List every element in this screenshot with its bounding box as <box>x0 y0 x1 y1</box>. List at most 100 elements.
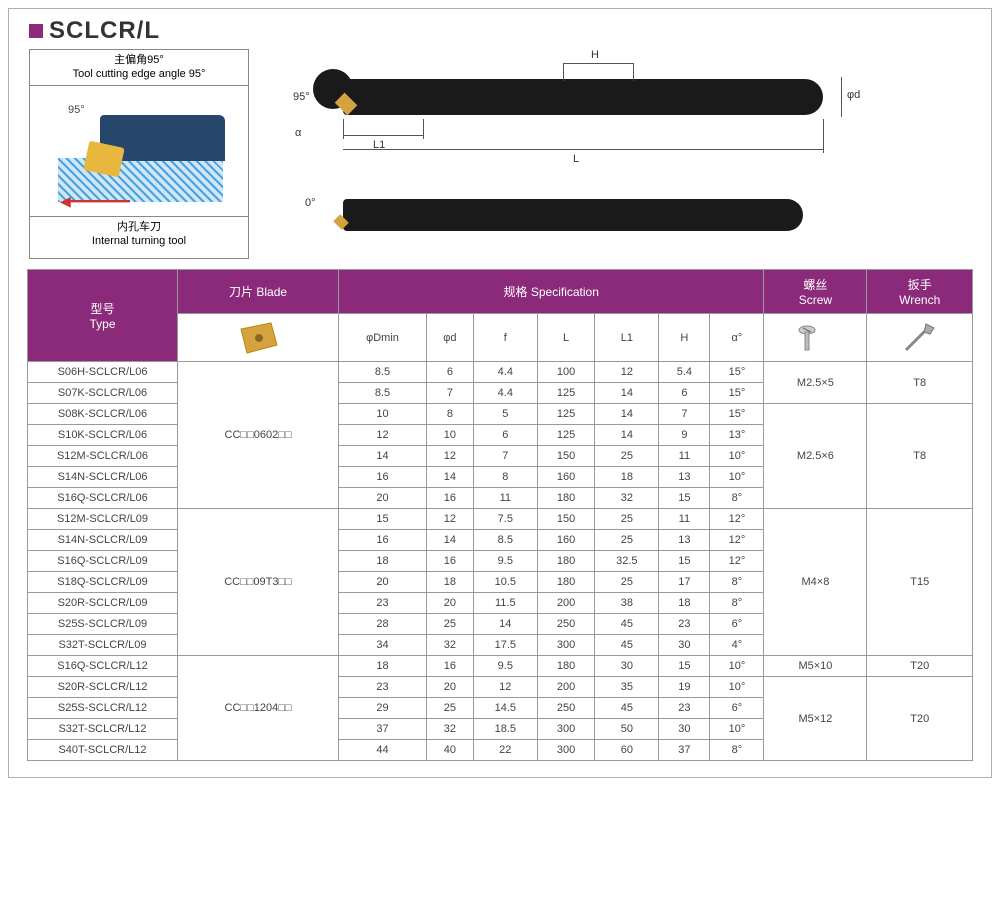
cell-d: 6 <box>426 362 473 383</box>
cell-dmin: 44 <box>339 740 427 761</box>
header-blade: 刀片 Blade <box>178 270 339 314</box>
cell-f: 17.5 <box>473 635 537 656</box>
dim-95: 95° <box>293 91 310 103</box>
cell-L: 200 <box>537 593 595 614</box>
cell-H: 13 <box>659 467 710 488</box>
cell-L: 160 <box>537 530 595 551</box>
cell-f: 18.5 <box>473 719 537 740</box>
cell-H: 23 <box>659 698 710 719</box>
cell-H: 30 <box>659 635 710 656</box>
cell-H: 37 <box>659 740 710 761</box>
cell-a: 6° <box>710 698 764 719</box>
col-h: H <box>659 314 710 362</box>
tool-bar-top-icon <box>343 79 823 115</box>
cell-a: 10° <box>710 656 764 677</box>
cell-L1: 14 <box>595 383 659 404</box>
angle-mark: 95° <box>68 104 85 116</box>
feed-arrow-icon: ◀━━━━━━━ <box>60 193 130 210</box>
cell-type: S18Q-SCLCR/L09 <box>28 572 178 593</box>
cell-screw: M4×8 <box>764 509 867 656</box>
angle-en: Tool cutting edge angle 95° <box>34 67 244 81</box>
name-cn: 内孔车刀 <box>34 220 244 234</box>
name-en: Internal turning tool <box>34 234 244 248</box>
cell-f: 5 <box>473 404 537 425</box>
product-title: SCLCR/L <box>49 17 160 45</box>
spec-table: 型号 Type 刀片 Blade 规格 Specification 螺丝 Scr… <box>27 269 973 761</box>
blade-icon <box>178 314 339 362</box>
cell-L1: 60 <box>595 740 659 761</box>
cell-H: 7 <box>659 404 710 425</box>
cell-type: S25S-SCLCR/L12 <box>28 698 178 719</box>
col-d: φd <box>426 314 473 362</box>
col-l1: L1 <box>595 314 659 362</box>
cell-d: 16 <box>426 656 473 677</box>
cell-type: S25S-SCLCR/L09 <box>28 614 178 635</box>
cell-H: 23 <box>659 614 710 635</box>
cell-type: S32T-SCLCR/L12 <box>28 719 178 740</box>
cell-blade: CC□□1204□□ <box>178 656 339 761</box>
cell-L: 300 <box>537 635 595 656</box>
cell-H: 15 <box>659 656 710 677</box>
cell-dmin: 18 <box>339 656 427 677</box>
cell-f: 9.5 <box>473 551 537 572</box>
cell-L1: 45 <box>595 698 659 719</box>
cell-type: S07K-SCLCR/L06 <box>28 383 178 404</box>
cell-wrench: T8 <box>867 404 973 509</box>
cell-L1: 25 <box>595 509 659 530</box>
cell-H: 19 <box>659 677 710 698</box>
cell-d: 25 <box>426 698 473 719</box>
cell-a: 15° <box>710 362 764 383</box>
cell-f: 14 <box>473 614 537 635</box>
cell-L1: 18 <box>595 467 659 488</box>
cell-f: 4.4 <box>473 383 537 404</box>
angle-cn: 主偏角95° <box>34 53 244 67</box>
cell-type: S14N-SCLCR/L06 <box>28 467 178 488</box>
cell-type: S40T-SCLCR/L12 <box>28 740 178 761</box>
cell-a: 10° <box>710 719 764 740</box>
cell-a: 12° <box>710 509 764 530</box>
cell-L: 100 <box>537 362 595 383</box>
table-row: S12M-SCLCR/L09CC□□09T3□□15127.5150251112… <box>28 509 973 530</box>
table-row: S08K-SCLCR/L06108512514715°M2.5×6T8 <box>28 404 973 425</box>
cell-blade: CC□□0602□□ <box>178 362 339 509</box>
diagram-angle-label: 主偏角95° Tool cutting edge angle 95° <box>30 50 248 86</box>
cell-wrench: T15 <box>867 509 973 656</box>
cell-L1: 30 <box>595 656 659 677</box>
cell-a: 8° <box>710 572 764 593</box>
cell-L1: 45 <box>595 635 659 656</box>
cell-d: 16 <box>426 551 473 572</box>
screw-icon <box>764 314 867 362</box>
cell-a: 12° <box>710 551 764 572</box>
cell-H: 5.4 <box>659 362 710 383</box>
cell-f: 11 <box>473 488 537 509</box>
table-header: 型号 Type 刀片 Blade 规格 Specification 螺丝 Scr… <box>28 270 973 362</box>
cell-H: 13 <box>659 530 710 551</box>
table-row: S06H-SCLCR/L06CC□□0602□□8.564.4100125.41… <box>28 362 973 383</box>
cell-dmin: 34 <box>339 635 427 656</box>
cell-dmin: 23 <box>339 593 427 614</box>
cell-a: 13° <box>710 425 764 446</box>
cell-H: 11 <box>659 446 710 467</box>
cell-L: 150 <box>537 446 595 467</box>
cell-screw: M5×12 <box>764 677 867 761</box>
cell-L1: 50 <box>595 719 659 740</box>
cell-dmin: 18 <box>339 551 427 572</box>
cell-L1: 12 <box>595 362 659 383</box>
dim-alpha: α <box>295 127 301 139</box>
dim-zero: 0° <box>305 197 316 209</box>
cell-wrench: T8 <box>867 362 973 404</box>
cell-H: 15 <box>659 551 710 572</box>
top-section: 主偏角95° Tool cutting edge angle 95° 95° ◀… <box>9 49 991 269</box>
table-body: S06H-SCLCR/L06CC□□0602□□8.564.4100125.41… <box>28 362 973 761</box>
cell-dmin: 20 <box>339 488 427 509</box>
tool-bar-side-icon <box>343 199 803 231</box>
cell-H: 18 <box>659 593 710 614</box>
cell-dmin: 23 <box>339 677 427 698</box>
cell-type: S20R-SCLCR/L12 <box>28 677 178 698</box>
cell-dmin: 12 <box>339 425 427 446</box>
cell-dmin: 28 <box>339 614 427 635</box>
cell-f: 12 <box>473 677 537 698</box>
cell-L: 125 <box>537 404 595 425</box>
cell-type: S16Q-SCLCR/L12 <box>28 656 178 677</box>
cell-f: 11.5 <box>473 593 537 614</box>
